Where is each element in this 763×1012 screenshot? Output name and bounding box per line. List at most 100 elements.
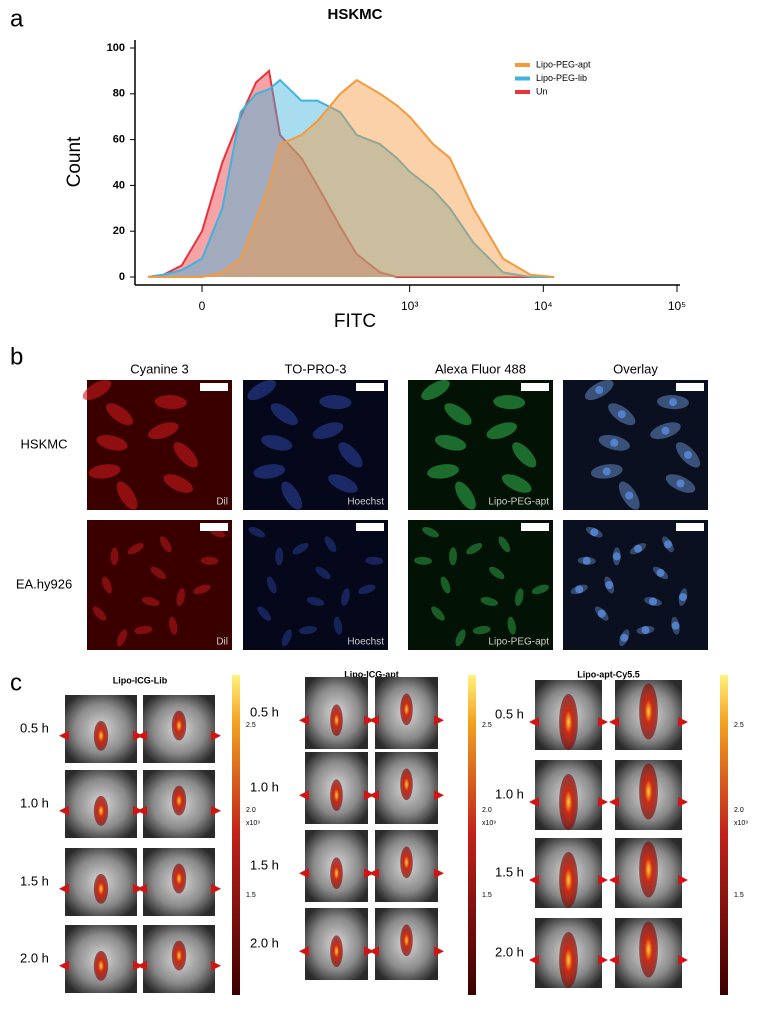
arrow — [529, 875, 539, 885]
signal — [171, 863, 187, 894]
time-label: 1.0 h — [20, 795, 49, 810]
arrow — [609, 875, 619, 885]
group-title: Lipo-ICG-apt — [344, 669, 399, 679]
nucleus — [649, 597, 657, 606]
arrow — [59, 960, 69, 971]
nucleus — [664, 540, 672, 549]
series-line — [147, 78, 554, 278]
arrow — [434, 715, 444, 726]
x-tick-label: 10⁴ — [534, 299, 553, 313]
time-label: 1.0 h — [495, 786, 524, 801]
cell — [261, 434, 293, 451]
time-label: 0.5 h — [250, 704, 279, 719]
cell — [501, 474, 532, 493]
signal — [171, 940, 187, 971]
cell — [159, 536, 172, 553]
arrow — [369, 715, 379, 726]
cell — [134, 625, 153, 635]
cell — [341, 588, 350, 606]
cell — [507, 616, 516, 635]
nucleus — [676, 479, 685, 488]
arrow — [211, 960, 221, 971]
area — [147, 80, 554, 277]
area — [147, 80, 554, 277]
cell — [266, 576, 277, 594]
signal — [400, 768, 413, 801]
cell — [440, 576, 451, 594]
arrow — [609, 955, 619, 965]
nucleus — [610, 438, 619, 447]
signal — [400, 846, 413, 879]
cell — [173, 442, 198, 468]
scale-bar — [356, 523, 384, 531]
cell — [358, 584, 376, 595]
nucleus — [641, 626, 650, 635]
signal — [171, 785, 187, 816]
signal — [559, 932, 578, 988]
y-tick-label: 0 — [119, 271, 125, 283]
series-line — [147, 68, 554, 278]
nucleus — [590, 528, 599, 537]
time-label: 0.5 h — [495, 706, 524, 721]
cell — [292, 543, 309, 555]
signal — [639, 841, 658, 898]
cell — [150, 566, 166, 580]
nucleus — [575, 585, 584, 594]
cell — [281, 629, 292, 647]
time-label: 2.0 h — [20, 950, 49, 965]
colorbar-unit: x10⁹ — [246, 820, 260, 827]
colorbar-label: 2.5 — [246, 722, 256, 729]
arrow — [609, 797, 619, 807]
cell — [169, 616, 178, 635]
y-tick-label: 100 — [107, 42, 125, 54]
scale-bar — [200, 383, 228, 391]
nucleus — [669, 398, 677, 407]
nucleus — [597, 609, 606, 618]
time-label: 2.0 h — [250, 935, 279, 950]
colorbar-label: 1.5 — [482, 892, 492, 899]
colorbar — [720, 675, 728, 995]
nucleus — [671, 621, 680, 630]
signal — [93, 950, 109, 981]
cell — [253, 464, 286, 479]
image-caption: Hoechst — [347, 637, 384, 648]
cell — [422, 526, 439, 538]
cell — [247, 379, 277, 401]
group-title: Lipo-ICG-Lib — [113, 675, 168, 685]
colorbar-label: 2.0 — [734, 807, 744, 814]
signal — [559, 774, 578, 830]
arrow — [211, 730, 221, 741]
nucleus — [634, 544, 642, 553]
cell — [163, 474, 194, 493]
y-tick-label: 40 — [113, 179, 125, 191]
signal — [559, 852, 578, 908]
micrograph — [243, 380, 388, 510]
arrow — [609, 717, 619, 727]
arrow — [678, 797, 688, 807]
cell — [127, 543, 144, 555]
cell — [82, 379, 112, 401]
arrow — [678, 955, 688, 965]
cell — [299, 625, 317, 635]
arrow — [678, 875, 688, 885]
colorbar-unit: x10⁹ — [482, 820, 496, 827]
nucleus — [620, 633, 629, 642]
row-label: HSKMC — [21, 436, 68, 451]
cell — [102, 576, 112, 594]
time-label: 1.5 h — [250, 857, 279, 872]
arrow — [678, 717, 688, 727]
arrow — [598, 797, 608, 807]
arrow — [137, 883, 147, 894]
arrow — [137, 960, 147, 971]
cell — [315, 566, 331, 580]
arrow — [59, 883, 69, 894]
y-tick-label: 20 — [113, 225, 125, 237]
arrow — [137, 730, 147, 741]
arrow — [598, 717, 608, 727]
nucleus — [679, 593, 687, 602]
cell — [427, 464, 459, 479]
arrow — [529, 955, 539, 965]
cell — [105, 403, 134, 426]
cell — [333, 616, 343, 635]
cell — [489, 566, 505, 580]
